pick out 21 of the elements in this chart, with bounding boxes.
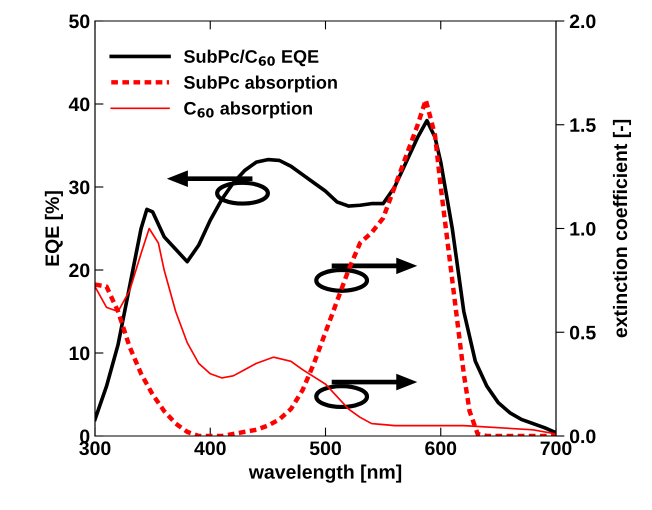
x-tick-label: 300 <box>79 441 110 456</box>
x-tick-label: 600 <box>425 441 456 456</box>
x-tick-label: 500 <box>310 441 341 456</box>
y2-tick-label: 0.5 <box>570 326 596 340</box>
x-axis-title: wavelength [nm] <box>248 464 402 483</box>
legend-label: SubPc absorption <box>184 76 337 92</box>
y-axis-title: EQE [%] <box>44 191 63 266</box>
y2-tick-label: 0.0 <box>570 429 596 444</box>
y-tick-label: 30 <box>68 180 90 194</box>
y2-axis-title: extinction coefficient [-] <box>612 120 632 338</box>
x-tick-label: 700 <box>540 441 572 456</box>
y-tick-label: 40 <box>68 97 90 112</box>
y-tick-label: 20 <box>69 263 90 278</box>
y2-tick-label: 1.0 <box>570 222 596 236</box>
y2-tick-label: 2.0 <box>570 14 596 28</box>
legend-label: C$_{60}$ absorption <box>184 101 312 118</box>
y-tick-label: 10 <box>70 346 90 360</box>
legend-label: SubPc/C$_{60}$ EQE <box>184 50 318 66</box>
x-tick-label: 400 <box>194 441 226 456</box>
y-tick-label: 50 <box>69 14 90 28</box>
y2-tick-label: 1.5 <box>570 118 596 132</box>
